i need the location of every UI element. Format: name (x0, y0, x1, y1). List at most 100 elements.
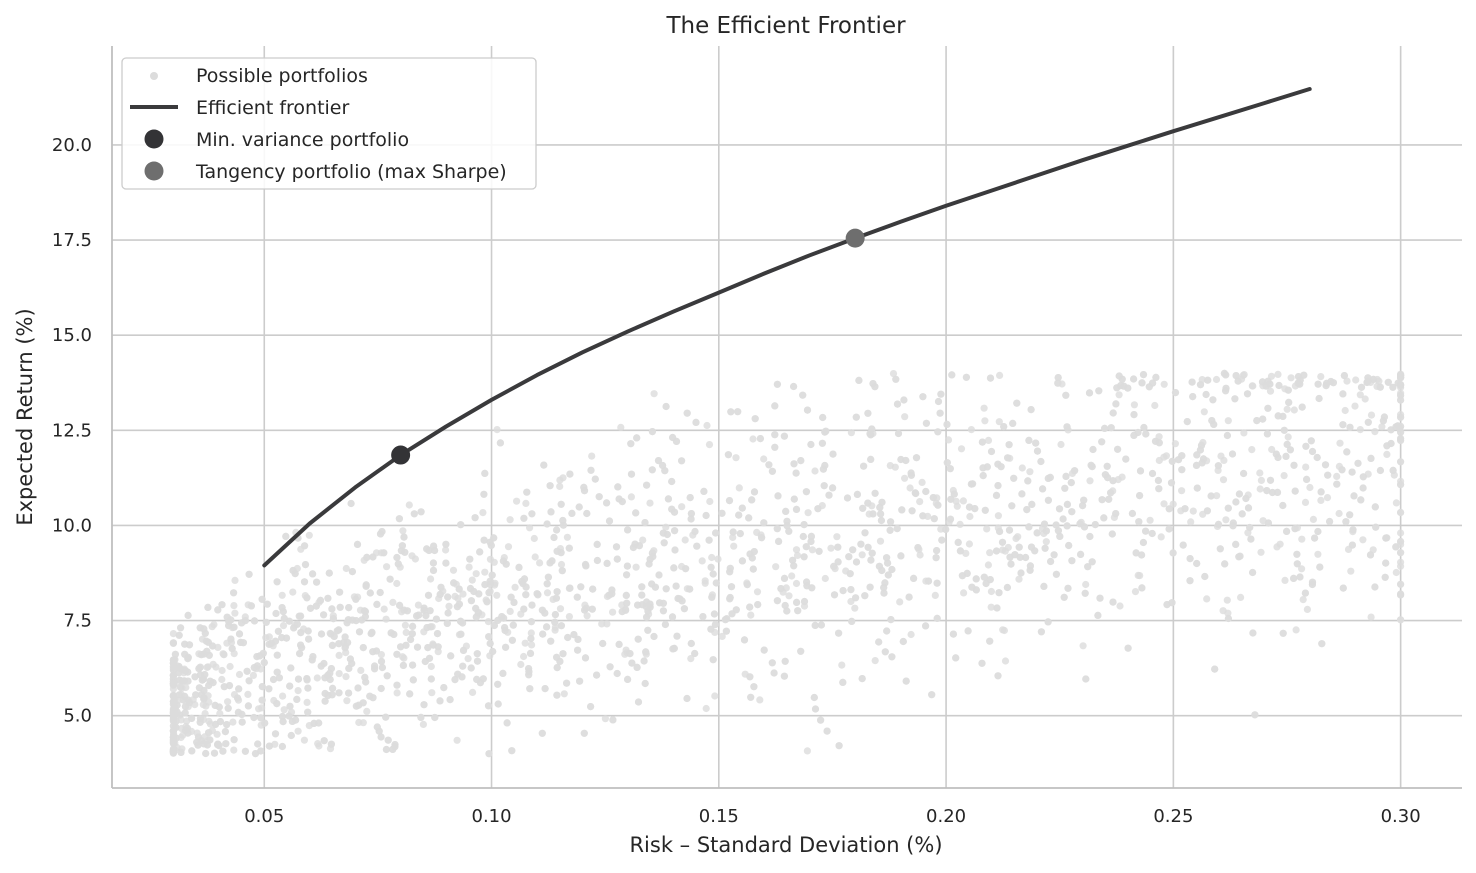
portfolio-point (265, 742, 273, 750)
portfolio-point (169, 672, 177, 680)
portfolio-point (1132, 549, 1140, 557)
portfolio-point (513, 497, 521, 505)
x-tick-label: 0.30 (1381, 806, 1421, 827)
portfolio-point (536, 559, 544, 567)
portfolio-point (231, 576, 239, 585)
portfolio-point (627, 493, 636, 501)
portfolio-point (1188, 378, 1196, 386)
portfolio-point (1154, 476, 1162, 485)
portfolio-point (394, 560, 402, 568)
portfolio-point (1397, 381, 1405, 389)
portfolio-point (410, 510, 418, 518)
portfolio-point (1389, 466, 1397, 474)
portfolio-point (502, 560, 510, 568)
portfolio-point (431, 713, 439, 722)
portfolio-point (442, 546, 450, 554)
portfolio-point (876, 537, 885, 545)
portfolio-point (956, 520, 964, 529)
portfolio-point (1187, 518, 1195, 526)
portfolio-point (275, 674, 283, 682)
portfolio-point (887, 518, 895, 526)
portfolio-point (241, 747, 249, 755)
portfolio-point (528, 601, 536, 609)
portfolio-point (962, 373, 971, 381)
portfolio-point (1346, 423, 1354, 431)
portfolio-point (969, 480, 977, 488)
portfolio-point (273, 578, 281, 586)
portfolio-point (247, 602, 255, 610)
portfolio-point (526, 685, 534, 693)
portfolio-point (1013, 399, 1021, 407)
portfolio-point (654, 457, 663, 465)
portfolio-point (528, 641, 536, 649)
portfolio-point (1350, 492, 1358, 500)
portfolio-point (506, 607, 514, 616)
portfolio-point (1124, 644, 1132, 652)
portfolio-point (605, 517, 614, 525)
portfolio-point (946, 465, 954, 473)
portfolio-point (958, 572, 967, 580)
portfolio-point (956, 547, 965, 555)
portfolio-point (204, 603, 212, 612)
portfolio-point (1181, 505, 1189, 513)
portfolio-point (947, 495, 955, 503)
portfolio-point (1062, 472, 1070, 480)
portfolio-point (838, 661, 846, 669)
portfolio-point (641, 519, 649, 527)
portfolio-point (181, 709, 189, 717)
portfolio-point (177, 748, 185, 757)
portfolio-point (593, 556, 602, 565)
portfolio-point (860, 462, 868, 470)
portfolio-point (773, 597, 782, 605)
portfolio-point (825, 491, 833, 499)
portfolio-point (740, 636, 749, 644)
portfolio-point (357, 666, 365, 675)
portfolio-point (661, 620, 670, 629)
portfolio-point (709, 570, 717, 578)
portfolio-point (1067, 479, 1075, 487)
portfolio-point (1028, 500, 1036, 508)
portfolio-point (1095, 387, 1103, 395)
portfolio-point (1359, 484, 1367, 492)
portfolio-point (494, 616, 502, 625)
portfolio-point (931, 591, 939, 600)
portfolio-point (983, 525, 991, 533)
portfolio-point (225, 618, 233, 626)
portfolio-point (201, 710, 209, 718)
portfolio-point (312, 602, 320, 610)
portfolio-point (335, 651, 343, 660)
portfolio-point (644, 626, 652, 634)
portfolio-point (547, 508, 555, 516)
portfolio-point (1302, 463, 1310, 471)
portfolio-point (855, 376, 863, 384)
portfolio-point (922, 419, 931, 427)
portfolio-point (877, 510, 885, 518)
portfolio-point (1392, 499, 1400, 507)
portfolio-point (226, 662, 234, 671)
portfolio-point (745, 514, 753, 522)
y-tick-label: 7.5 (63, 611, 92, 632)
portfolio-point (780, 432, 789, 440)
portfolio-point (1101, 424, 1109, 432)
portfolio-point (1247, 535, 1255, 543)
portfolio-point (1266, 476, 1275, 484)
portfolio-point (638, 583, 646, 591)
portfolio-point (1168, 457, 1176, 465)
portfolio-point (250, 617, 259, 625)
portfolio-point (876, 503, 884, 511)
portfolio-point (502, 643, 510, 651)
portfolio-point (896, 598, 904, 606)
portfolio-point (1314, 527, 1322, 536)
portfolio-point (1315, 394, 1323, 403)
portfolio-point (683, 409, 691, 417)
portfolio-point (515, 563, 523, 572)
portfolio-point (553, 547, 561, 555)
portfolio-point (680, 605, 689, 613)
portfolio-point (1025, 523, 1033, 531)
portfolio-point (628, 659, 636, 667)
portfolio-point (1307, 437, 1315, 445)
portfolio-point (467, 664, 475, 672)
portfolio-point (335, 670, 343, 678)
portfolio-point (866, 583, 874, 591)
portfolio-point (1050, 551, 1058, 559)
